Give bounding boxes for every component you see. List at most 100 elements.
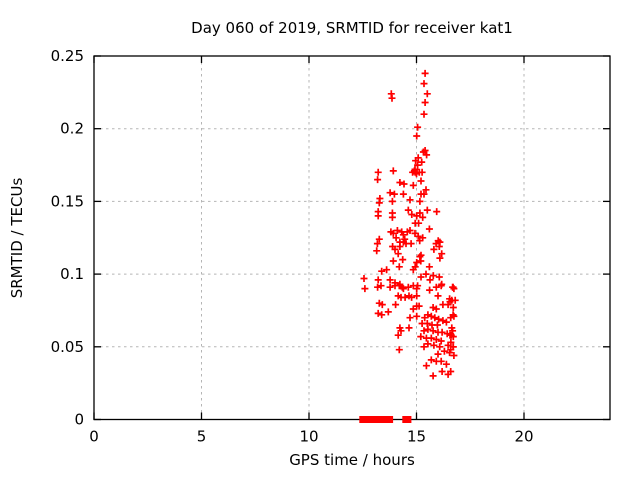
data-point-plus [384, 308, 392, 316]
data-point-plus [413, 212, 421, 220]
data-point-plus [398, 283, 406, 291]
data-point-plus [444, 341, 452, 349]
data-point-plus [389, 167, 397, 175]
data-point-plus [399, 256, 407, 264]
data-point-plus [422, 186, 430, 194]
data-point-plus [388, 213, 396, 221]
data-point-plus [404, 283, 412, 291]
data-point-plus [401, 235, 409, 243]
data-point-plus [433, 321, 441, 329]
data-point-plus [438, 250, 446, 258]
data-point-plus [415, 219, 423, 227]
data-point-plus [432, 283, 440, 291]
data-point-plus [426, 276, 434, 284]
data-point-plus [438, 368, 446, 375]
data-point-plus [417, 273, 425, 281]
data-point-plus [432, 336, 440, 343]
data-point-plus [436, 254, 444, 262]
data-point-plus [374, 176, 382, 184]
data-point-plus [435, 273, 443, 281]
data-point-plus [433, 208, 441, 216]
data-point-plus [413, 312, 421, 320]
data-point-plus [450, 285, 458, 293]
data-point-plus [413, 132, 421, 140]
x-tick-label: 15 [407, 428, 426, 446]
data-point-plus [429, 272, 437, 280]
data-point-plus [374, 212, 382, 220]
data-point-plus [361, 285, 369, 293]
data-point-square [386, 416, 394, 423]
data-point-plus [399, 190, 407, 198]
data-point-plus [425, 263, 433, 271]
grid-lines [94, 56, 610, 420]
data-point-plus [440, 347, 448, 355]
data-point-plus [388, 94, 396, 102]
data-point-plus [373, 247, 381, 255]
data-point-plus [425, 225, 433, 233]
data-point-plus [386, 276, 394, 284]
data-point-plus [390, 190, 398, 198]
axis-ticks [93, 55, 610, 421]
data-point-plus [420, 80, 428, 88]
data-point-plus [437, 337, 445, 345]
data-point-plus [375, 235, 383, 243]
data-point-plus [417, 333, 425, 341]
data-point-plus [396, 243, 404, 250]
data-point-plus [436, 343, 444, 351]
data-point-plus [373, 240, 381, 248]
axes-border [93, 55, 611, 421]
data-point-plus [446, 349, 454, 357]
data-point-plus [416, 253, 424, 261]
chart-title: Day 060 of 2019, SRMTID for receiver kat… [191, 19, 513, 37]
data-point-plus [394, 331, 402, 339]
data-point-plus [393, 227, 401, 234]
data-point-plus [438, 328, 446, 336]
data-point-plus [392, 234, 400, 242]
data-point-plus [414, 123, 422, 131]
x-axis-label: GPS time / hours [289, 451, 415, 469]
data-point-plus [397, 327, 405, 335]
data-point-plus [420, 343, 428, 351]
y-tick-label: 0.2 [60, 120, 84, 138]
data-point-plus [400, 180, 408, 188]
data-point-plus [423, 320, 431, 327]
data-point-plus [427, 334, 435, 342]
data-point-plus [408, 293, 416, 301]
x-tick-label: 0 [89, 428, 99, 446]
data-point-plus [388, 197, 396, 205]
data-point-plus [417, 257, 425, 265]
data-point-plus [449, 304, 457, 311]
data-point-plus [418, 168, 426, 176]
data-point-plus [399, 231, 407, 239]
data-point-plus [444, 370, 452, 378]
data-point-plus [409, 168, 417, 176]
data-point-plus [422, 270, 430, 278]
data-point-plus [427, 356, 435, 364]
data-point-plus [386, 283, 394, 291]
data-point-plus [417, 190, 425, 198]
data-point-plus [408, 211, 416, 218]
data-point-plus [374, 309, 382, 317]
data-point-plus [437, 357, 445, 365]
data-point-plus [389, 229, 397, 237]
data-point-plus [429, 372, 437, 380]
data-point-plus [396, 179, 404, 186]
data-point-plus [437, 282, 445, 290]
data-point-plus [386, 189, 394, 197]
y-axis-label: SRMTID / TECUs [8, 178, 26, 299]
data-point-plus [374, 276, 382, 284]
data-point-plus [378, 311, 386, 319]
x-tick-label: 20 [514, 428, 533, 446]
data-point-plus [405, 324, 413, 332]
data-point-plus [403, 228, 411, 236]
data-point-plus [447, 314, 455, 322]
data-point-plus [421, 69, 429, 77]
data-point-plus [444, 301, 452, 309]
y-tick-label: 0.05 [51, 338, 84, 356]
data-point-plus [450, 312, 458, 320]
data-point-plus [435, 243, 443, 250]
data-point-plus [416, 237, 424, 245]
